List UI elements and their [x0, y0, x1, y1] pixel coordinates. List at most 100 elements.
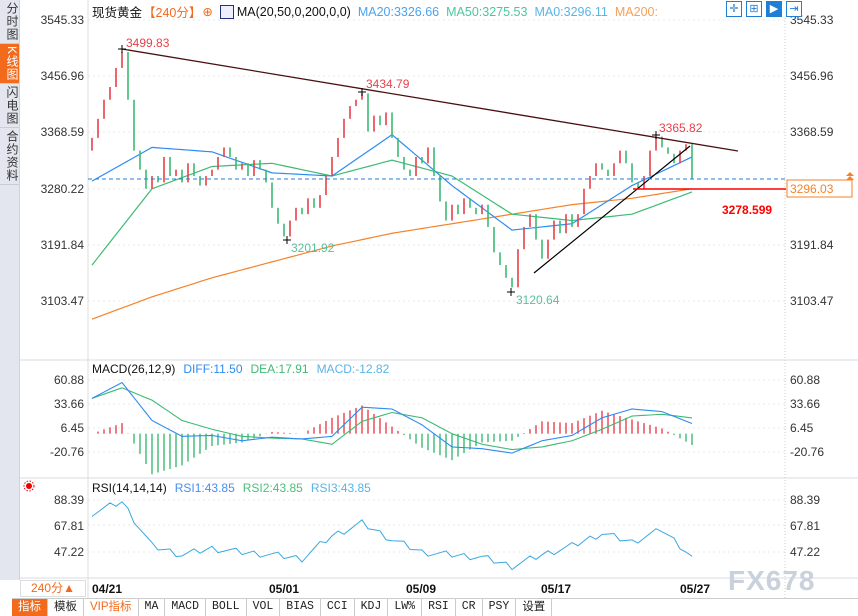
- macd-dea-value: DEA:17.91: [250, 362, 309, 376]
- period-label: 【240分】: [143, 6, 202, 20]
- indicator-tab[interactable]: 设置: [516, 599, 553, 616]
- candle: [271, 182, 273, 208]
- play-icon[interactable]: ▶: [766, 1, 782, 17]
- candle: [151, 176, 153, 189]
- tab-ma[interactable]: MA: [139, 599, 166, 616]
- candle: [409, 169, 411, 177]
- candle: [235, 156, 237, 170]
- candle: [361, 93, 363, 100]
- sidebar-item-kline[interactable]: K线图: [0, 44, 19, 85]
- rsi-header: RSI(14,14,14) RSI1:43.85 RSI2:43.85 RSI3…: [92, 481, 371, 495]
- low-marker: [283, 236, 291, 244]
- tick-label: 60.88: [54, 373, 84, 387]
- sidebar-item-flash[interactable]: 闪电图: [0, 84, 19, 129]
- scroll-up-icon[interactable]: [846, 172, 854, 180]
- symbol-group: 现货黄金 【240分】 ⊕: [92, 2, 213, 21]
- period-selector[interactable]: 240分▲: [20, 580, 86, 597]
- high-marker: [652, 131, 660, 139]
- candle: [277, 207, 279, 224]
- date-label: 05/09: [406, 582, 436, 596]
- ma200-line: [91, 188, 693, 320]
- tab-macd[interactable]: MACD: [165, 599, 206, 616]
- add-compare-icon[interactable]: ⊕: [202, 5, 213, 19]
- candle: [391, 112, 393, 138]
- sidebar-item-contract-info[interactable]: 合约资料: [0, 128, 19, 186]
- candle: [367, 93, 369, 132]
- candle: [511, 277, 513, 288]
- indicator-tab[interactable]: 模板: [48, 599, 84, 616]
- candle: [127, 52, 129, 100]
- support-value-label: 3278.599: [722, 203, 772, 217]
- candle: [547, 239, 549, 259]
- tab-psy[interactable]: PSY: [483, 599, 517, 616]
- candle: [451, 204, 453, 221]
- sidebar-item-timeshare[interactable]: 分时图: [0, 0, 19, 44]
- candle: [667, 147, 669, 154]
- tab-kdj[interactable]: KDJ: [355, 599, 389, 616]
- indicator-tab[interactable]: 指标: [12, 599, 48, 616]
- tick-label: 47.22: [790, 545, 820, 559]
- rsi-axis: 88.39 67.81 47.22 88.39 67.81 47.22: [54, 493, 820, 559]
- macd-axis: 60.88 33.66 6.45 -20.76 60.88 33.66 6.45…: [50, 373, 824, 459]
- candle: [685, 144, 687, 151]
- rsi3-value: RSI3:43.85: [310, 481, 371, 495]
- crosshair-icon[interactable]: ✛: [726, 1, 742, 17]
- exit-icon[interactable]: ⇥: [786, 1, 802, 17]
- candle: [691, 144, 693, 179]
- tab-boll[interactable]: BOLL: [206, 599, 247, 616]
- candles: [91, 52, 693, 288]
- ma-params: MA(20,50,0,200,0,0): [236, 4, 351, 19]
- tick-label: 88.39: [54, 493, 84, 507]
- ascending-trendline[interactable]: [533, 145, 691, 274]
- date-label: 05/01: [269, 582, 299, 596]
- tab-cci[interactable]: CCI: [321, 599, 355, 616]
- candle: [253, 160, 255, 177]
- candle: [475, 207, 477, 215]
- ma20-value: MA20:3326.66: [357, 4, 440, 19]
- candle: [559, 220, 561, 234]
- symbol-name: 现货黄金: [92, 6, 143, 20]
- candle: [457, 204, 459, 215]
- tab-rsi[interactable]: RSI: [422, 599, 456, 616]
- candle: [607, 169, 609, 177]
- candle: [307, 198, 309, 215]
- candle: [181, 169, 183, 183]
- rsi-settings-icon[interactable]: [23, 480, 35, 492]
- candle: [313, 198, 315, 208]
- tick-label: 6.45: [61, 421, 85, 435]
- candle: [109, 86, 111, 100]
- range-icon[interactable]: ⊞: [746, 1, 762, 17]
- tick-label: 3456.96: [790, 69, 834, 83]
- indicator-chart-icon[interactable]: [219, 4, 234, 19]
- candle: [655, 136, 657, 151]
- descending-trendline[interactable]: [121, 48, 739, 152]
- tab-bias[interactable]: BIAS: [280, 599, 321, 616]
- candle: [265, 169, 267, 183]
- tab-vol[interactable]: VOL: [247, 599, 281, 616]
- tick-label: -20.76: [790, 445, 824, 459]
- watermark-logo: FX678: [728, 565, 816, 596]
- high-marker: [118, 45, 126, 53]
- candle: [187, 163, 189, 183]
- current-price-box: [786, 179, 853, 198]
- tab-cr[interactable]: CR: [456, 599, 483, 616]
- tab-lw[interactable]: LW%: [388, 599, 423, 616]
- candle: [163, 156, 165, 183]
- candle: [427, 147, 429, 164]
- ma0-value: MA0:3296.11: [534, 4, 608, 19]
- candle: [469, 198, 471, 208]
- dea-line: [91, 387, 693, 451]
- date-label: 05/27: [680, 582, 710, 596]
- candle: [517, 249, 519, 288]
- candle: [343, 118, 345, 138]
- candle: [463, 198, 465, 215]
- candle: [355, 99, 357, 107]
- candle: [241, 163, 243, 170]
- tick-label: 88.39: [790, 493, 820, 507]
- tick-label: 3368.59: [41, 125, 85, 139]
- tab-vip[interactable]: VIP指标: [84, 599, 139, 616]
- candle: [571, 214, 573, 227]
- tick-label: 3456.96: [41, 69, 85, 83]
- candle: [319, 195, 321, 208]
